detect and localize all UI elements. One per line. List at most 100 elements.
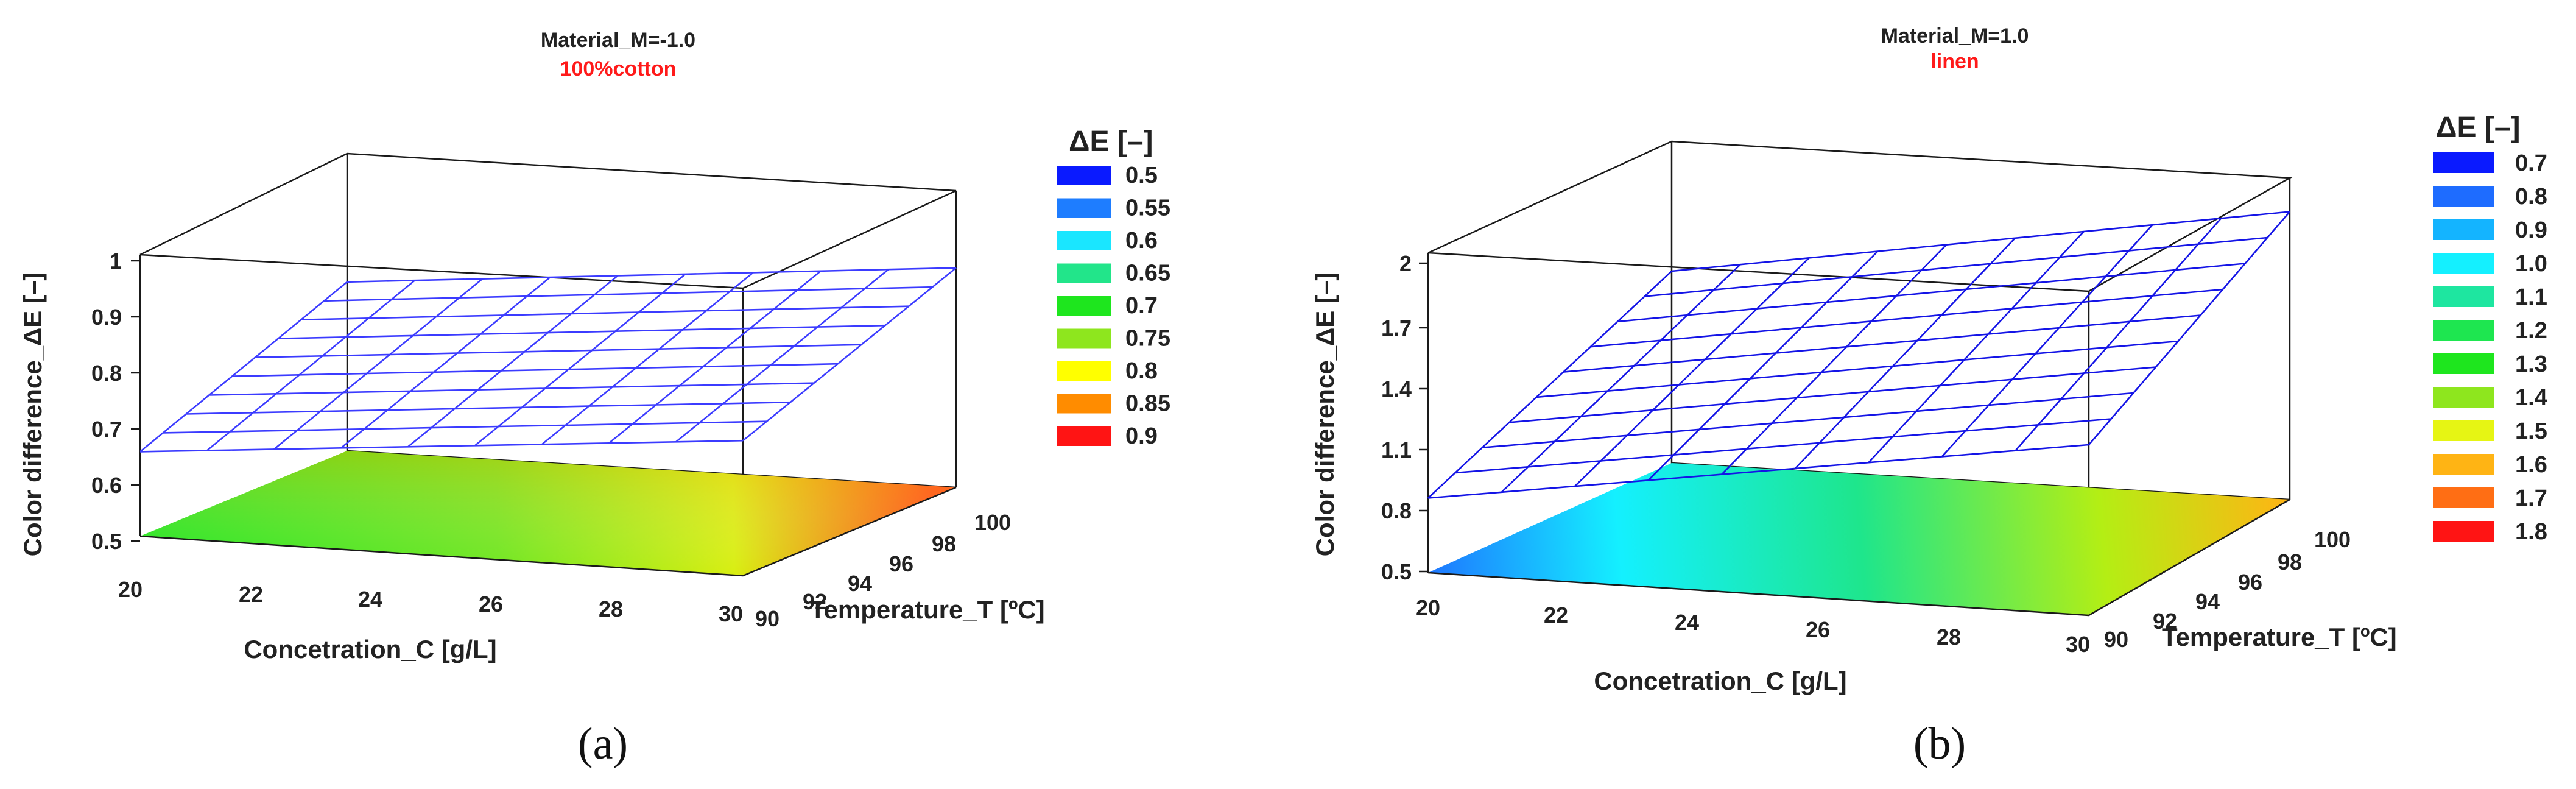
panel-a-label: (a) xyxy=(578,719,628,769)
y-tick-label: 90 xyxy=(2104,627,2128,652)
legend-label: 0.5 xyxy=(1125,163,1158,188)
legend-label: 0.9 xyxy=(2515,218,2547,243)
z-tick-label: 0.9 xyxy=(91,305,122,330)
z-tick-label: 1.7 xyxy=(1381,316,1412,341)
panel-b-z-axis: 0.5 0.8 1.1 1.4 1.7 2 xyxy=(1381,251,1428,584)
mesh-line-concentration xyxy=(2088,211,2290,445)
legend-swatch xyxy=(2433,521,2494,542)
mesh-line-temperature xyxy=(1563,314,2201,373)
legend-label: 0.8 xyxy=(1125,358,1158,384)
panel-a-surface-mesh xyxy=(139,267,957,453)
mesh-line-temperature xyxy=(347,267,957,283)
mesh-line-temperature xyxy=(1671,211,2290,272)
panel-b-z-axis-label: Color difference_ΔE [–] xyxy=(1311,272,1339,557)
legend-swatch xyxy=(1057,263,1111,283)
mesh-line-concentration xyxy=(407,275,619,448)
z-tick-label: 2 xyxy=(1399,251,1412,276)
x-tick-label: 24 xyxy=(1675,610,1699,635)
legend-label: 1.3 xyxy=(2515,352,2547,377)
panel-a-subtitle: 100%cotton xyxy=(560,57,677,80)
y-tick-label: 90 xyxy=(755,606,779,631)
legend-swatch xyxy=(1057,296,1111,316)
legend-swatch xyxy=(1057,231,1111,250)
legend-label: 0.9 xyxy=(1125,423,1158,449)
legend-swatch xyxy=(1057,361,1111,381)
x-tick-label: 28 xyxy=(1937,624,1961,649)
panel-a-x-axis: 20 22 24 26 28 30 xyxy=(118,577,743,626)
panel-a-x-axis-label: Concetration_C [g/L] xyxy=(244,635,496,663)
legend-swatch xyxy=(2433,186,2494,207)
x-tick-label: 28 xyxy=(599,596,623,621)
y-tick-label: 94 xyxy=(848,571,872,596)
mesh-line-temperature xyxy=(139,439,744,453)
mesh-line-concentration xyxy=(474,273,686,447)
legend-label: 0.8 xyxy=(2515,184,2547,210)
x-tick-label: 20 xyxy=(1416,595,1440,620)
y-tick-label: 96 xyxy=(2238,570,2262,595)
mesh-line-concentration xyxy=(541,272,754,445)
panel-a-front-edges xyxy=(139,486,957,577)
mesh-line-concentration xyxy=(1427,271,1672,499)
y-tick-label: 98 xyxy=(2278,550,2302,575)
x-tick-label: 30 xyxy=(719,601,743,626)
mesh-line-concentration xyxy=(1794,237,2016,469)
legend-swatch xyxy=(2433,219,2494,240)
panel-a-y-axis-label: Temperature_T [ºC] xyxy=(810,595,1045,624)
y-tick-label: 92 xyxy=(2153,609,2177,634)
panel-a-legend: ΔE [–] 0.5 0.55 0.6 0.65 0.7 0.75 0.8 0.85 0.9 xyxy=(1057,126,1170,449)
mesh-line-concentration xyxy=(1574,257,1810,487)
mesh-line-temperature xyxy=(1455,418,2111,474)
z-tick-label: 0.8 xyxy=(1381,498,1412,523)
panel-a-y-axis: 90 92 94 96 98 100 xyxy=(755,510,1011,631)
mesh-line-temperature xyxy=(163,420,767,434)
x-tick-label: 26 xyxy=(479,592,503,617)
z-tick-label: 0.5 xyxy=(91,529,122,554)
mesh-line-temperature xyxy=(278,324,885,339)
mesh-line-concentration xyxy=(2015,218,2222,451)
legend-label: 0.7 xyxy=(1125,293,1158,319)
legend-swatch xyxy=(2433,353,2494,374)
x-tick-label: 20 xyxy=(118,577,143,602)
mesh-line-temperature xyxy=(1509,366,2156,423)
panel-b-x-axis-label: Concetration_C [g/L] xyxy=(1594,667,1846,695)
x-tick-label: 30 xyxy=(2066,632,2090,657)
z-tick-label: 1 xyxy=(110,249,122,274)
mesh-line-temperature xyxy=(209,382,814,396)
legend-label: 0.65 xyxy=(1125,261,1170,286)
legend-label: 1.8 xyxy=(2515,519,2547,545)
y-tick-label: 92 xyxy=(803,589,827,614)
x-tick-label: 24 xyxy=(358,587,382,612)
mesh-line-temperature xyxy=(255,344,862,358)
panel-b-label: (b) xyxy=(1913,719,1966,769)
y-tick-label: 96 xyxy=(889,551,913,576)
panel-a-title: Material_M=-1.0 xyxy=(541,29,695,52)
legend-label: 1.5 xyxy=(2515,419,2547,444)
legend-swatch xyxy=(1057,426,1111,446)
mesh-line-concentration xyxy=(1721,244,1948,475)
legend-label: 1.2 xyxy=(2515,318,2547,344)
mesh-line-concentration xyxy=(742,267,957,442)
legend-label: 0.75 xyxy=(1125,326,1170,352)
legend-swatch xyxy=(2433,487,2494,508)
panel-a-z-axis: 0.5 0.6 0.7 0.8 0.9 1 xyxy=(91,249,140,554)
panel-a-contour-shade xyxy=(140,451,956,576)
x-tick-label: 22 xyxy=(239,582,263,607)
panel-b: Material_M=1.0 linen 0.5 0.8 1.1 1.4 1.7… xyxy=(1311,24,2547,769)
legend-label: 0.85 xyxy=(1125,391,1170,417)
mesh-line-concentration xyxy=(675,269,889,443)
z-tick-label: 0.7 xyxy=(91,417,122,442)
x-tick-label: 22 xyxy=(1544,603,1568,628)
mesh-line-concentration xyxy=(1501,264,1741,493)
panel-b-y-axis: 90 92 94 96 98 100 xyxy=(2104,527,2351,652)
z-tick-label: 0.8 xyxy=(91,361,122,386)
legend-label: 1.0 xyxy=(2515,251,2547,277)
legend-label: 1.6 xyxy=(2515,452,2547,478)
legend-swatch xyxy=(1057,328,1111,349)
mesh-line-concentration xyxy=(273,278,484,450)
mesh-line-concentration xyxy=(608,270,822,444)
legend-label: 1.7 xyxy=(2515,486,2547,511)
panel-b-title: Material_M=1.0 xyxy=(1881,24,2029,48)
mesh-line-temperature xyxy=(1482,392,2134,448)
mesh-line-concentration xyxy=(1868,231,2085,464)
